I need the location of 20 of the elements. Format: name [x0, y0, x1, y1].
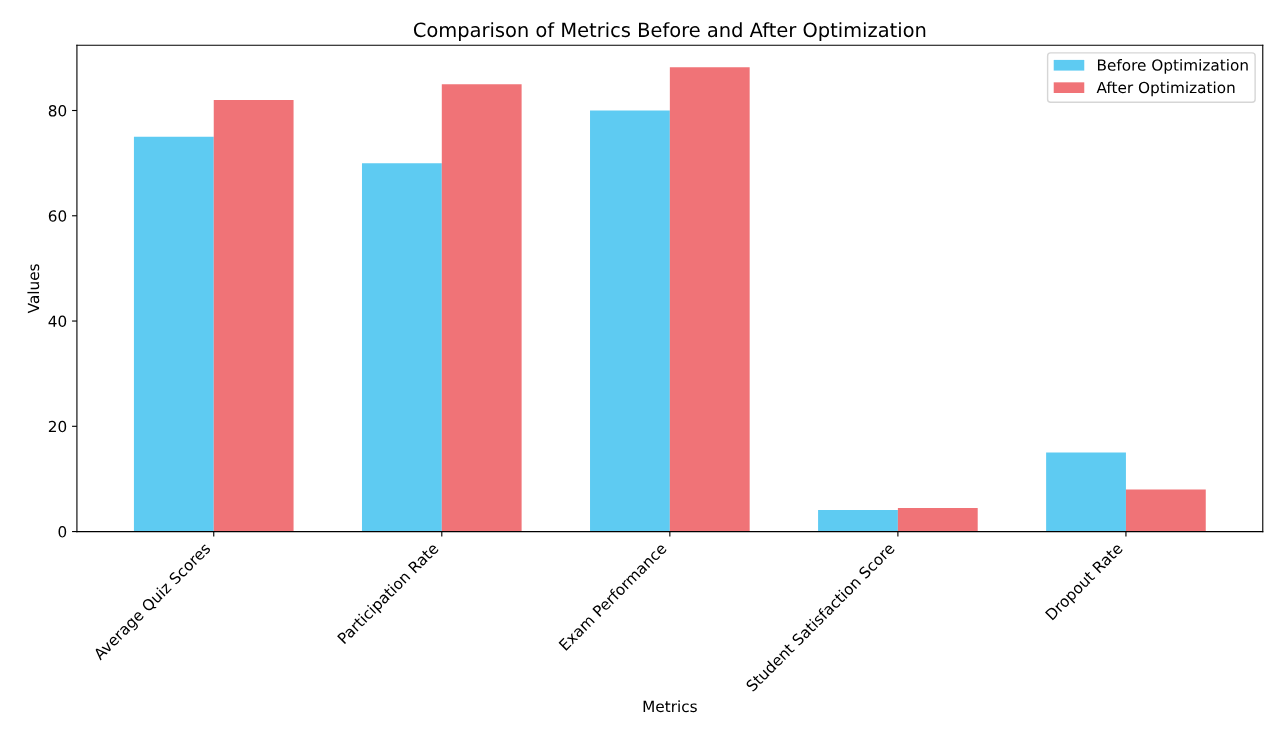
bar [1125, 489, 1206, 532]
y-tick-label: 20 [48, 420, 67, 433]
legend-label: After Optimization [1096, 81, 1235, 97]
bar [133, 136, 214, 532]
y-tick-label: 80 [48, 104, 67, 117]
y-tick-label: 60 [48, 210, 67, 222]
bar [213, 99, 294, 532]
bar [897, 507, 978, 532]
bar [818, 509, 898, 532]
legend-label: Before Optimization [1097, 58, 1248, 74]
y-tick-label: 40 [48, 315, 67, 328]
bar [1046, 452, 1126, 532]
bar [361, 163, 442, 532]
bar [441, 84, 522, 532]
x-axis-title: Metrics [643, 700, 697, 713]
bar [590, 110, 670, 532]
y-axis-title: Values [27, 264, 40, 314]
y-tick-label: 0 [58, 526, 67, 538]
chart-title: Comparison of Metrics Before and After Optimization [413, 22, 926, 41]
bar [669, 67, 750, 532]
